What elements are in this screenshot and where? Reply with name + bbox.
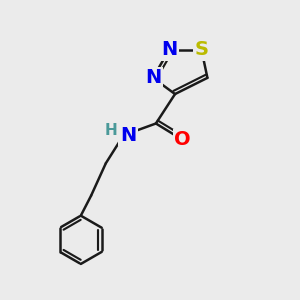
Text: N: N <box>145 68 161 87</box>
Text: N: N <box>120 126 136 145</box>
Text: N: N <box>161 40 177 59</box>
Text: H: H <box>105 123 118 138</box>
Text: O: O <box>174 130 191 149</box>
Text: S: S <box>194 40 208 59</box>
